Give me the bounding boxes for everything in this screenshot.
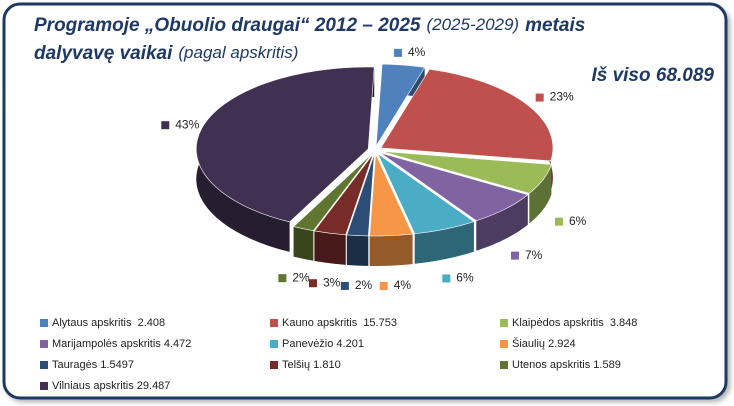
title-part: Programoje „Obuolio draugai“ 2012 – 2025: [34, 15, 421, 36]
legend-swatch: [500, 319, 508, 327]
title-part: metais: [525, 15, 585, 36]
total-annotation: Iš viso 68.089: [591, 65, 714, 86]
slice-side: [476, 194, 528, 251]
data-label: 2%: [355, 278, 373, 292]
legend-swatch: [270, 361, 278, 369]
legend-label: Marijampolės apskritis 4.472: [52, 338, 191, 350]
label-marker: [442, 274, 451, 283]
data-label: 3%: [323, 275, 341, 289]
legend-swatch: [40, 340, 48, 348]
label-marker: [340, 281, 349, 290]
legend-label: Klaipėdos apskritis 3.848: [512, 317, 637, 329]
data-label: 2%: [292, 270, 310, 284]
legend-label: Tauragės 1.5497: [52, 359, 134, 371]
slice: [380, 68, 554, 162]
data-label: 7%: [525, 248, 543, 262]
slice-side: [346, 234, 369, 266]
slice-side: [314, 230, 346, 265]
legend-swatch: [500, 340, 508, 348]
legend-label: Vilniaus apskritis 29.487: [52, 380, 170, 392]
data-label: 43%: [175, 117, 199, 131]
legend-swatch: [40, 319, 48, 327]
legend-swatch: [270, 340, 278, 348]
chart-title: dalyvavę vaikai (pagal apskritis): [34, 43, 298, 64]
legend-swatch: [40, 361, 48, 369]
slice: [379, 152, 529, 222]
label-marker: [379, 281, 388, 290]
legend-label: Šiaulių 2.924: [512, 337, 576, 350]
slice-side: [529, 164, 552, 224]
label-marker: [510, 251, 519, 260]
data-label: 6%: [569, 214, 587, 228]
slice: [195, 66, 375, 223]
slice: [292, 153, 373, 232]
legend-swatch: [40, 382, 48, 390]
title-part: (pagal apskritis): [178, 43, 298, 62]
legend-label: Telšių 1.810: [282, 359, 341, 371]
legend-label: Utenos apskritis 1.589: [512, 359, 621, 371]
legend-swatch: [500, 361, 508, 369]
legend-swatch: [270, 319, 278, 327]
data-label: 4%: [394, 278, 412, 292]
data-label: 4%: [408, 45, 426, 59]
slice: [313, 153, 374, 236]
slice-side: [369, 234, 413, 266]
data-label: 23%: [550, 90, 574, 104]
label-marker: [393, 48, 402, 57]
legend-label: Alytaus apskritis 2.408: [52, 317, 165, 329]
title-part: dalyvavę vaikai: [34, 43, 173, 64]
slice: [375, 63, 426, 147]
legend-label: Panevėžio 4.201: [282, 338, 364, 350]
slice-side: [293, 226, 314, 261]
label-marker: [308, 279, 317, 288]
slice: [346, 153, 375, 237]
slice: [369, 153, 414, 237]
legend-label: Kauno apskritis 15.753: [282, 317, 397, 329]
label-marker: [161, 121, 170, 130]
chart-title: Programoje „Obuolio draugai“ 2012 – 2025…: [34, 15, 585, 36]
title-part: (2025-2029): [426, 15, 519, 34]
slice: [381, 151, 552, 194]
data-label: 6%: [456, 271, 474, 285]
slice: [377, 152, 475, 235]
label-marker: [554, 217, 563, 226]
label-marker: [278, 274, 287, 283]
label-marker: [535, 93, 544, 102]
